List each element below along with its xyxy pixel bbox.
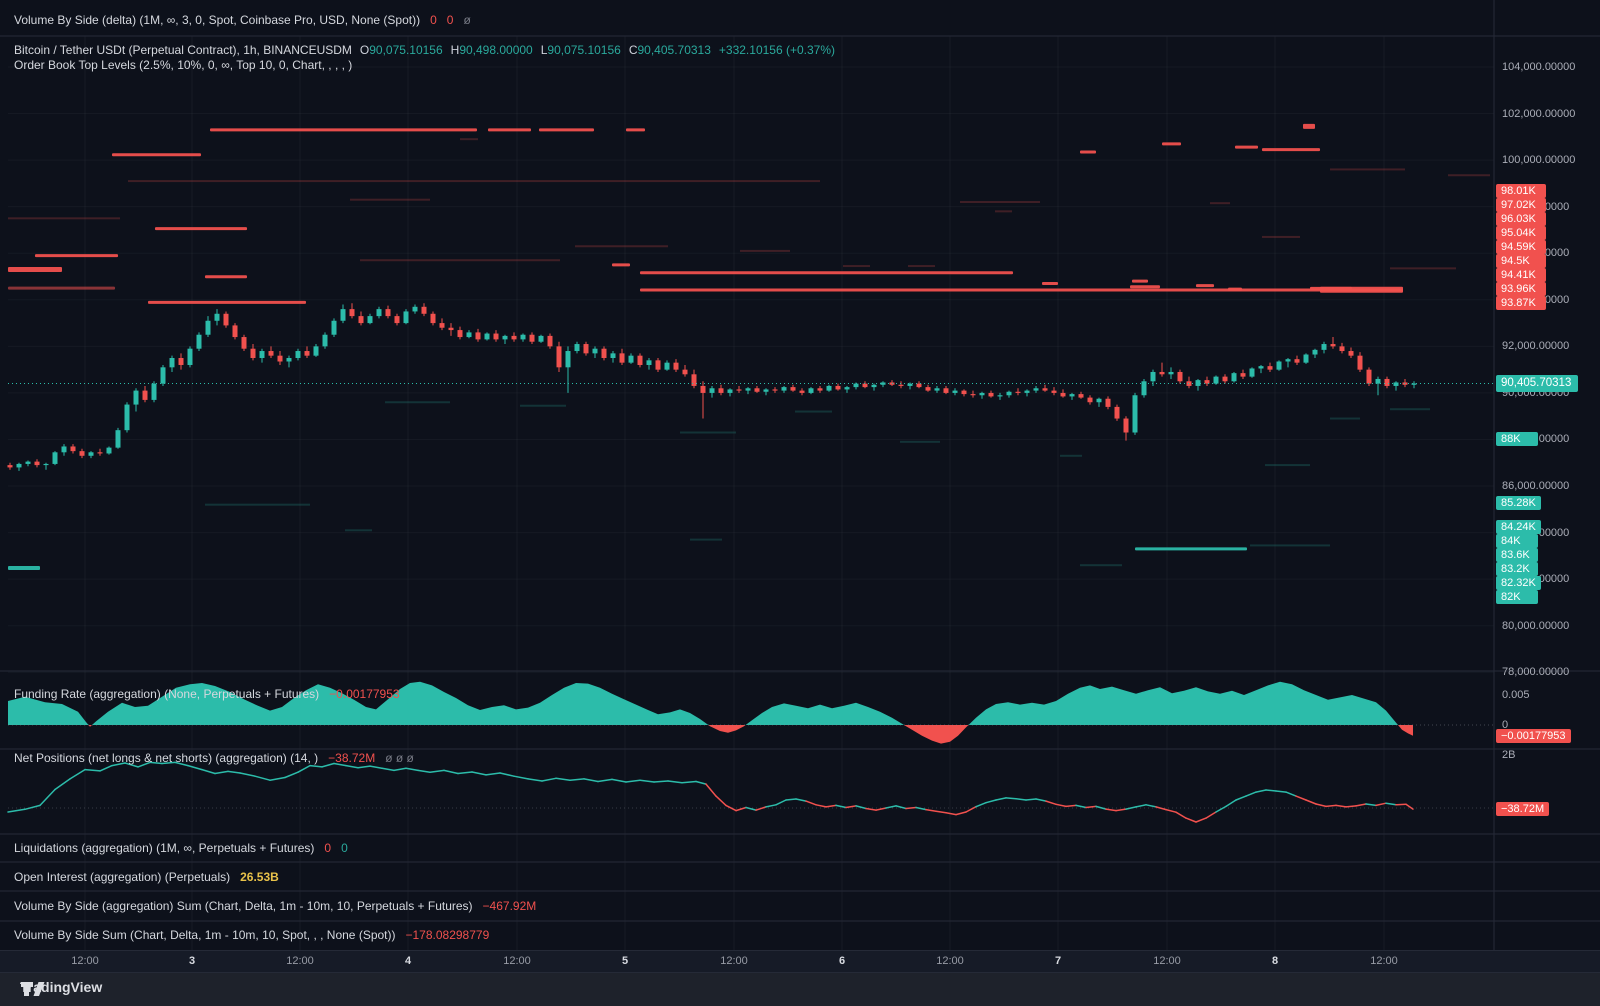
legend-value: 0 [324, 841, 332, 855]
bid-level-badge: 83.6K [1496, 548, 1538, 563]
legend-open-interest[interactable]: Open Interest (aggregation) (Perpetuals)… [14, 870, 279, 885]
legend-value: −467.92M [482, 899, 537, 913]
bid-level-badge: 83.2K [1496, 562, 1538, 577]
price-axis-label: 86,000.00000 [1502, 480, 1570, 493]
high-value: 90,498.00000 [459, 43, 533, 57]
legend-title: Volume By Side (aggregation) Sum (Chart,… [14, 899, 473, 913]
legend-volume-by-side-delta[interactable]: Volume By Side (delta) (1M, ∞, 3, 0, Spo… [14, 13, 471, 28]
legend-value: 0 [430, 13, 437, 27]
legend-value: 26.53B [240, 870, 279, 884]
legend-title: Volume By Side (delta) (1M, ∞, 3, 0, Spo… [14, 13, 421, 27]
empty-value-icon: ø [463, 13, 471, 27]
time-tick-hour: 12:00 [936, 955, 964, 967]
price-axis[interactable]: 104,000.00000 102,000.00000 100,000.00000 9… [1494, 0, 1600, 973]
time-tick-day: 4 [404, 955, 412, 967]
bid-level-badge: 84K [1496, 534, 1538, 549]
ask-level-badge: 95.04K [1496, 225, 1546, 240]
time-axis[interactable]: 12:00 3 12:00 4 12:00 5 12:00 6 12:00 7 12:00 8 12:0… [0, 950, 1600, 973]
time-tick-day: 3 [188, 955, 196, 967]
bid-level-badge: 82K [1496, 590, 1538, 605]
time-tick-day: 5 [621, 955, 629, 967]
bottom-toolbar: TradingView [0, 973, 1600, 1006]
close-label: C [628, 43, 638, 57]
ask-level-badge: 94.5K [1496, 253, 1546, 268]
time-tick-hour: 12:00 [286, 955, 314, 967]
ask-level-badge: 96.03K [1496, 211, 1546, 226]
legend-title: Net Positions (net longs & net shorts) (… [14, 751, 319, 765]
legend-title: Volume By Side Sum (Chart, Delta, 1m - 1… [14, 928, 396, 942]
bid-level-badge: 84.24K [1496, 520, 1541, 535]
price-axis-label: 104,000.00000 [1502, 60, 1576, 73]
ask-level-badge: 94.59K [1496, 239, 1546, 254]
legend-liquidations[interactable]: Liquidations (aggregation) (1M, ∞, Perpe… [14, 841, 348, 856]
open-value: 90,075.10156 [369, 43, 443, 57]
funding-value-badge: −0.00177953 [1496, 728, 1571, 743]
bid-level-badge: 88K [1496, 432, 1538, 447]
legend-title: Funding Rate (aggregation) (None, Perpet… [14, 687, 320, 701]
legend-value: −0.00177953 [329, 687, 400, 701]
bid-level-badge: 85.28K [1496, 495, 1541, 510]
close-value: 90,405.70313 [637, 43, 711, 57]
funding-axis-label: 0.005 [1502, 689, 1530, 701]
time-tick-hour: 12:00 [720, 955, 748, 967]
price-axis-label: 92,000.00000 [1502, 340, 1570, 353]
legend-volume-by-side-sum[interactable]: Volume By Side Sum (Chart, Delta, 1m - 1… [14, 928, 489, 943]
symbol-title: Bitcoin / Tether USDt (Perpetual Contrac… [14, 43, 352, 57]
open-label: O [359, 43, 370, 57]
low-value: 90,075.10156 [547, 43, 621, 57]
time-tick-day: 6 [838, 955, 846, 967]
legend-value: 0 [446, 13, 454, 27]
tradingview-logo-icon [21, 982, 45, 996]
price-axis-label: 100,000.00000 [1502, 154, 1576, 167]
net-axis-label: 2B [1502, 749, 1516, 761]
ask-level-badge: 93.87K [1496, 295, 1546, 310]
current-price-badge: 90,405.70313 [1496, 374, 1578, 392]
legend-symbol[interactable]: Bitcoin / Tether USDt (Perpetual Contrac… [14, 43, 835, 58]
price-axis-label: 80,000.00000 [1502, 619, 1570, 632]
legend-volume-by-side-agg-sum[interactable]: Volume By Side (aggregation) Sum (Chart,… [14, 899, 536, 914]
ask-level-badge: 97.02K [1496, 197, 1546, 212]
tradingview-logo[interactable]: TradingView [20, 979, 102, 996]
funding-axis-label: 0 [1502, 719, 1509, 731]
legend-title: Open Interest (aggregation) (Perpetuals) [14, 870, 231, 884]
low-label: L [540, 43, 548, 57]
time-tick-hour: 12:00 [71, 955, 99, 967]
ask-level-badge: 93.96K [1496, 281, 1546, 296]
legend-title: Order Book Top Levels (2.5%, 10%, 0, ∞, … [14, 58, 353, 72]
legend-value: −178.08298779 [405, 928, 490, 942]
legend-title: Liquidations (aggregation) (1M, ∞, Perpe… [14, 841, 315, 855]
time-tick-day: 7 [1054, 955, 1062, 967]
price-axis-label: 102,000.00000 [1502, 107, 1576, 120]
price-axis-label: 78,000.00000 [1502, 666, 1570, 679]
time-tick-hour: 12:00 [1153, 955, 1181, 967]
time-tick-hour: 12:00 [503, 955, 531, 967]
legend-funding-rate[interactable]: Funding Rate (aggregation) (None, Perpet… [14, 687, 400, 702]
bid-level-badge: 82.32K [1496, 576, 1541, 591]
ask-level-badge: 98.01K [1496, 183, 1546, 198]
empty-value-icons: ø ø ø [385, 751, 414, 765]
net-value-badge: −38.72M [1496, 802, 1550, 817]
legend-value: −38.72M [328, 751, 376, 765]
ask-level-badge: 94.41K [1496, 267, 1546, 282]
legend-net-positions[interactable]: Net Positions (net longs & net shorts) (… [14, 751, 414, 766]
high-label: H [450, 43, 460, 57]
time-tick-hour: 12:00 [1370, 955, 1398, 967]
legend-value: 0 [341, 841, 348, 855]
time-tick-day: 8 [1271, 955, 1279, 967]
change-value: +332.10156 (+0.37%) [718, 43, 835, 57]
legend-order-book[interactable]: Order Book Top Levels (2.5%, 10%, 0, ∞, … [14, 58, 352, 73]
